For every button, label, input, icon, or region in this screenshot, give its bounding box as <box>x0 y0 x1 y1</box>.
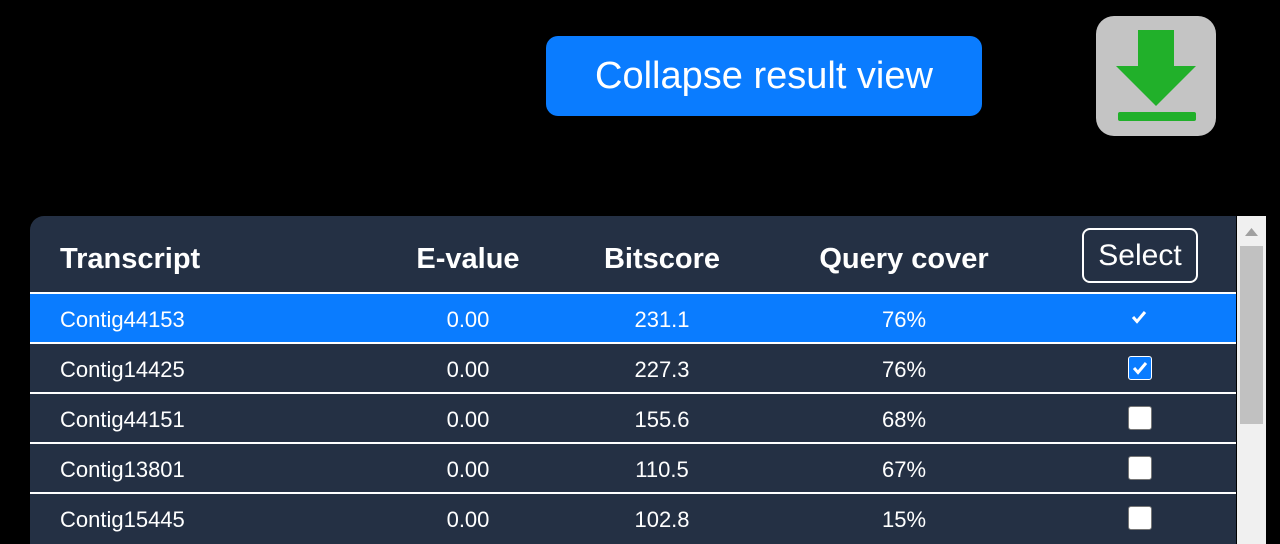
row-checkbox[interactable] <box>1128 456 1152 480</box>
check-mark <box>1131 311 1147 324</box>
table-row[interactable]: Contig13801 0.00 110.5 67% <box>30 442 1236 494</box>
table-cell: 227.3 <box>634 357 690 382</box>
table-cell: Contig44151 <box>60 407 185 432</box>
table-cell: 0.00 <box>446 307 490 332</box>
scroll-thumb[interactable] <box>1240 246 1263 424</box>
collapse-button[interactable]: Collapse result view <box>546 36 982 116</box>
table-cell: 102.8 <box>634 507 690 532</box>
select-button[interactable]: Select <box>1082 228 1198 283</box>
column-header[interactable]: E-value <box>416 243 520 275</box>
scroll-up-arrow[interactable] <box>1237 216 1266 246</box>
table-cell: 76% <box>881 357 927 382</box>
table-cell: 67% <box>881 457 927 482</box>
column-header[interactable]: Query cover <box>819 243 989 275</box>
table-row[interactable]: Contig14425 0.00 227.3 76% <box>30 342 1236 394</box>
table-cell: 68% <box>881 407 927 432</box>
table-cell: Contig15445 <box>60 507 185 532</box>
row-checkbox[interactable] <box>1128 506 1152 530</box>
table-cell: 0.00 <box>446 407 490 432</box>
table-row[interactable]: Contig44151 0.00 155.6 68% <box>30 392 1236 444</box>
table-row[interactable]: Contig44153 0.00 231.1 76% <box>30 292 1236 344</box>
download-icon <box>1116 30 1196 121</box>
table-cell: Contig14425 <box>60 357 185 382</box>
table-cell: 0.00 <box>446 357 490 382</box>
table-cell: Contig13801 <box>60 457 185 482</box>
column-header[interactable]: Bitscore <box>603 243 721 275</box>
row-checkbox[interactable] <box>1128 306 1150 328</box>
table-cell: 15% <box>881 507 927 532</box>
column-header[interactable]: Transcript <box>60 243 201 275</box>
table-cell: 0.00 <box>446 507 490 532</box>
table-cell: Contig44153 <box>60 307 185 332</box>
table-cell: 231.1 <box>634 307 690 332</box>
table-row[interactable]: Contig15445 0.00 102.8 15% <box>30 492 1236 544</box>
table-cell: 76% <box>881 307 927 332</box>
row-checkbox[interactable] <box>1128 356 1152 380</box>
check-mark <box>1132 362 1148 375</box>
table-cell: 110.5 <box>635 457 689 482</box>
table-cell: 0.00 <box>446 457 490 482</box>
download-button[interactable] <box>1096 16 1216 136</box>
row-checkbox[interactable] <box>1128 406 1152 430</box>
results-table: Transcript E-value Bitscore Query cover Sele… <box>30 216 1236 544</box>
table-cell: 155.6 <box>634 407 690 432</box>
